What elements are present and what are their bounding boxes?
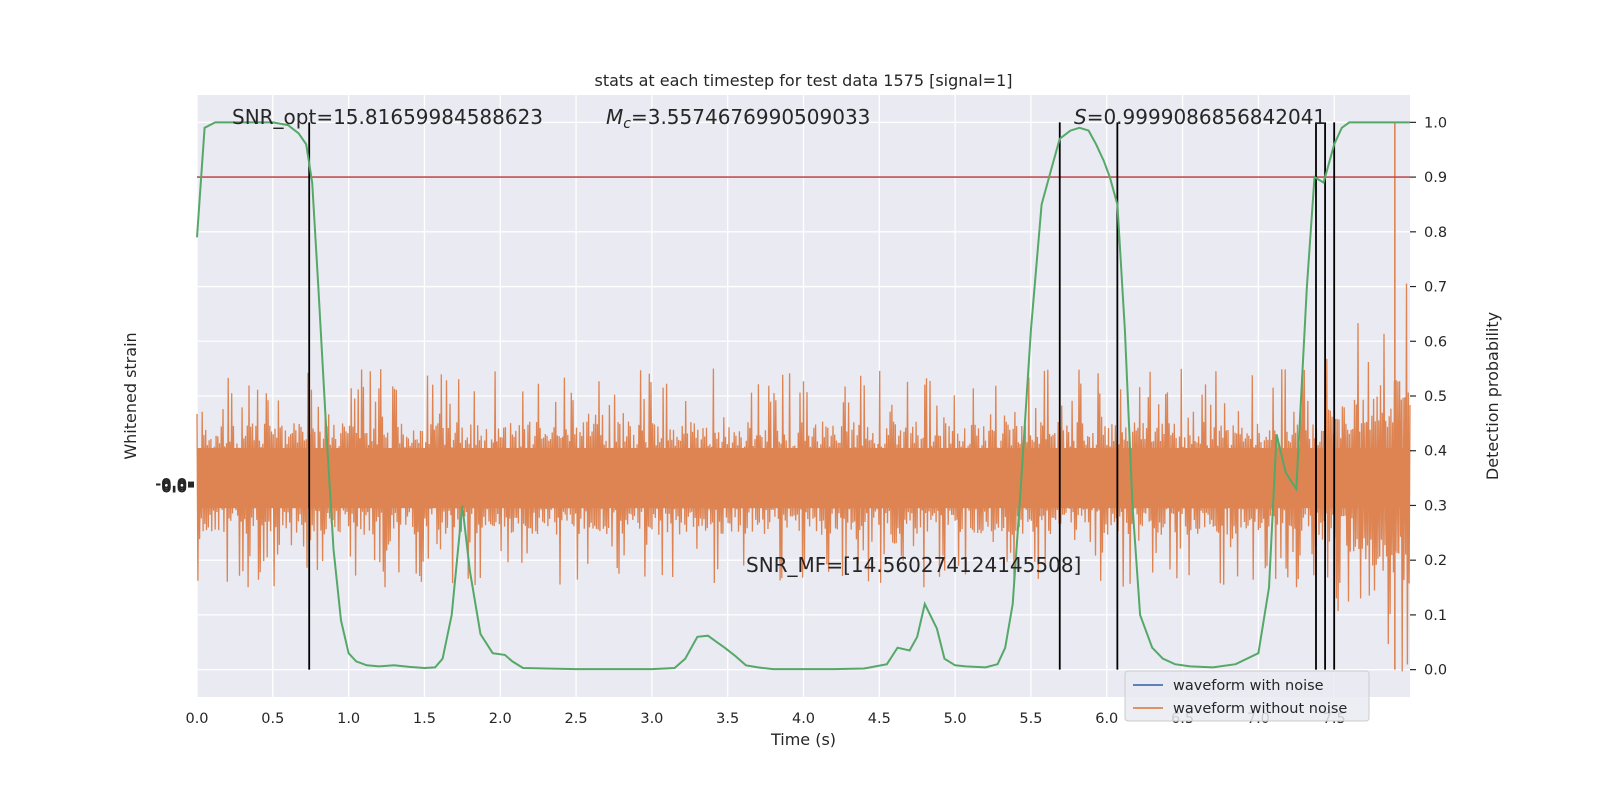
y2-tick-label: 0.8 (1424, 225, 1447, 241)
y2-tick-label: 0.3 (1424, 498, 1447, 514)
x-tick-label: 2.5 (565, 711, 588, 727)
x-tick-label: 6.0 (1095, 711, 1118, 727)
x-tick-label: 3.0 (640, 711, 663, 727)
y2-axis-label: Detection probability (1483, 312, 1502, 480)
legend: waveform with noise waveform without noi… (1124, 670, 1370, 722)
strain-series (196, 122, 1411, 672)
y2-tick-label: 0.5 (1424, 389, 1447, 405)
strain-band-core (197, 447, 1410, 509)
x-tick-label: 0.0 (185, 711, 208, 727)
s-stat-annotation: S=0.9999086856842041 (1074, 105, 1326, 129)
chirp-mass-annotation: Mc=3.5574676990509033 (606, 105, 870, 132)
x-tick-label: 5.5 (1019, 711, 1042, 727)
y2-tick-label: 0.1 (1424, 608, 1447, 624)
grid (196, 95, 1410, 697)
left-tick-label: 0.0 (161, 481, 187, 497)
snr-opt-annotation: SNR_opt=15.81659984588623 (232, 105, 543, 129)
y2-tick-label: 1.0 (1424, 115, 1447, 131)
x-tick-label: 0.5 (261, 711, 284, 727)
x-tick-label: 4.5 (868, 711, 891, 727)
x-tick-label: 2.0 (489, 711, 512, 727)
left-tick-label: -0.0 (155, 477, 187, 493)
left-axis-ticks: -0.00.00.0 (155, 477, 194, 497)
s-value: =0.9999086856842041 (1087, 105, 1326, 129)
x-tick-label: 4.0 (792, 711, 815, 727)
y2-tick-label: 0.4 (1424, 444, 1447, 460)
legend-label-clean: waveform without noise (1173, 701, 1347, 717)
left-tick-marks (188, 481, 194, 488)
y-axis-label: Whitened strain (121, 332, 140, 459)
y2-tick-label: 0.6 (1424, 334, 1447, 350)
probability-line (196, 121, 1410, 671)
y2-tick-label: 0.2 (1424, 553, 1447, 569)
y2-axis-ticks: 0.0 0.1 0.2 0.3 0.4 0.5 0.6 0.7 0.8 0.9 1.0 (1410, 115, 1447, 679)
y2-tick-label: 0.0 (1424, 663, 1447, 679)
probability-layer (196, 121, 1410, 671)
x-tick-label: 1.0 (337, 711, 360, 727)
snr-mf-annotation: SNR_MF=[14.560274124145508] (746, 553, 1081, 577)
left-tick-label: 0.0 (161, 479, 187, 495)
x-tick-label: 1.5 (413, 711, 436, 727)
x-tick-label: 5.0 (944, 711, 967, 727)
x-tick-label: 3.5 (716, 711, 739, 727)
mc-symbol: M (606, 105, 623, 129)
s-symbol: S (1074, 105, 1087, 129)
y2-tick-label: 0.7 (1424, 280, 1447, 296)
y2-tick-label: 0.9 (1424, 170, 1447, 186)
mc-value: =3.5574676990509033 (631, 105, 870, 129)
legend-box (1124, 670, 1370, 722)
legend-label-noise: waveform with noise (1173, 678, 1324, 694)
mc-subscript: c (623, 116, 631, 132)
x-axis-label: Time (s) (770, 730, 836, 749)
chart-title: stats at each timestep for test data 157… (594, 71, 1012, 90)
